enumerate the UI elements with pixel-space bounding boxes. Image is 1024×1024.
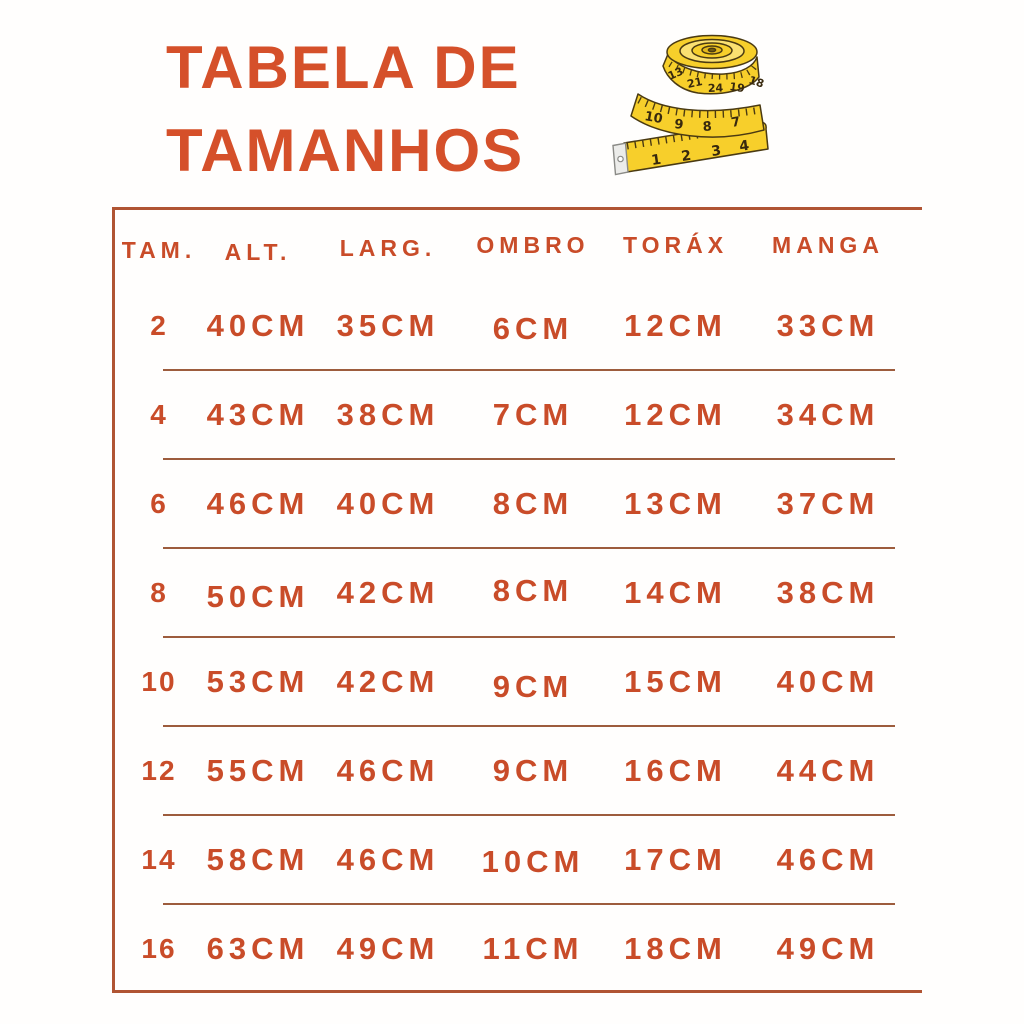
cell-manga: 40CM: [776, 663, 880, 699]
column-header-manga: MANGA: [772, 232, 884, 258]
cell-torax: 17CM: [624, 841, 727, 877]
svg-text:7: 7: [730, 115, 742, 131]
svg-text:13: 13: [666, 65, 685, 83]
tape-band-top: 13 21 24 19 18: [662, 53, 766, 95]
cell-larg: 42CM: [336, 574, 440, 610]
svg-text:24: 24: [708, 81, 724, 95]
svg-text:19: 19: [729, 80, 746, 95]
cell-tam: 10: [141, 665, 177, 697]
svg-text:3: 3: [710, 143, 722, 160]
cell-ombro: 8CM: [492, 485, 574, 521]
table-header-row: TAM. ALT. LARG. OMBRO TORÁX MANGA: [115, 210, 922, 281]
cell-larg: 49CM: [336, 930, 440, 966]
cell-tam: 4: [150, 398, 168, 430]
cell-ombro: 10CM: [481, 843, 585, 879]
svg-text:2: 2: [680, 148, 692, 165]
cell-manga: 49CM: [776, 930, 880, 966]
column-header-alt: ALT.: [224, 239, 292, 265]
cell-larg: 46CM: [336, 841, 440, 877]
cell-torax: 14CM: [624, 574, 727, 610]
cell-alt: 58CM: [206, 841, 310, 877]
tape-band-middle: 10 9 8 7: [630, 93, 765, 138]
cell-manga: 38CM: [776, 574, 880, 610]
column-header-tam: TAM.: [121, 237, 197, 263]
cell-tam: 8: [150, 576, 168, 608]
title-line-2: TAMANHOS: [166, 117, 525, 184]
cell-alt: 53CM: [206, 663, 310, 699]
cell-ombro: 9CM: [492, 668, 574, 704]
cell-manga: 37CM: [776, 485, 880, 521]
cell-tam: 16: [141, 932, 177, 964]
cell-alt: 46CM: [206, 485, 310, 521]
cell-alt: 63CM: [206, 930, 310, 966]
cell-larg: 35CM: [336, 307, 440, 343]
tape-coil: [666, 34, 758, 70]
table-row-size-14: 14 58CM 46CM 10CM 17CM 46CM: [115, 815, 922, 905]
title-line-1: TABELA DE: [166, 34, 521, 101]
column-header-torax: TORÁX: [622, 232, 729, 258]
svg-text:18: 18: [747, 73, 766, 90]
measuring-tape-icon: 1 2 3 4 10 9 8 7: [610, 22, 774, 182]
page-title: TABELA DE TAMANHOS: [166, 26, 524, 192]
cell-alt: 55CM: [206, 752, 310, 788]
cell-tam: 6: [150, 487, 168, 519]
cell-ombro: 6CM: [492, 310, 574, 346]
table-row-size-6: 6 46CM 40CM 8CM 13CM 37CM: [115, 459, 922, 549]
cell-tam: 12: [141, 754, 177, 786]
size-table: TAM. ALT. LARG. OMBRO TORÁX MANGA 2 40CM…: [112, 207, 922, 993]
cell-torax: 12CM: [624, 396, 727, 432]
cell-tam: 2: [150, 309, 168, 341]
svg-text:9: 9: [674, 117, 685, 133]
column-header-ombro: OMBRO: [476, 232, 590, 258]
cell-ombro: 9CM: [492, 752, 574, 788]
table-row-size-12: 12 55CM 46CM 9CM 16CM 44CM: [115, 726, 922, 816]
cell-alt: 40CM: [206, 307, 310, 343]
cell-larg: 38CM: [336, 396, 440, 432]
svg-text:21: 21: [686, 75, 704, 91]
cell-manga: 46CM: [776, 841, 880, 877]
cell-larg: 46CM: [336, 752, 440, 788]
cell-torax: 13CM: [624, 485, 727, 521]
cell-torax: 12CM: [624, 307, 727, 343]
measuring-tape-svg: 1 2 3 4 10 9 8 7: [612, 34, 769, 176]
svg-text:8: 8: [702, 119, 712, 135]
cell-alt: 43CM: [206, 396, 310, 432]
cell-torax: 16CM: [624, 752, 727, 788]
svg-text:1: 1: [650, 152, 662, 169]
cell-alt: 50CM: [206, 578, 310, 614]
cell-torax: 18CM: [624, 930, 727, 966]
tape-metal-tip: [612, 142, 629, 176]
table-row-size-4: 4 43CM 38CM 7CM 12CM 34CM: [115, 370, 922, 460]
table-row-size-16: 16 63CM 49CM 11CM 18CM 49CM: [115, 904, 922, 993]
cell-larg: 40CM: [336, 485, 440, 521]
table-row-size-8: 8 50CM 42CM 8CM 14CM 38CM: [115, 548, 922, 638]
cell-ombro: 11CM: [482, 930, 584, 966]
cell-tam: 14: [141, 843, 177, 875]
svg-text:4: 4: [738, 138, 750, 155]
cell-ombro: 7CM: [492, 396, 574, 432]
column-header-larg: LARG.: [339, 235, 437, 261]
table-row-size-10: 10 53CM 42CM 9CM 15CM 40CM: [115, 637, 922, 727]
cell-manga: 44CM: [776, 752, 880, 788]
svg-text:10: 10: [643, 109, 663, 127]
cell-ombro: 8CM: [492, 572, 574, 608]
table-row-size-2: 2 40CM 35CM 6CM 12CM 33CM: [115, 281, 922, 371]
cell-manga: 33CM: [776, 307, 880, 343]
cell-manga: 34CM: [776, 396, 880, 432]
cell-larg: 42CM: [336, 663, 440, 699]
cell-torax: 15CM: [624, 663, 727, 699]
